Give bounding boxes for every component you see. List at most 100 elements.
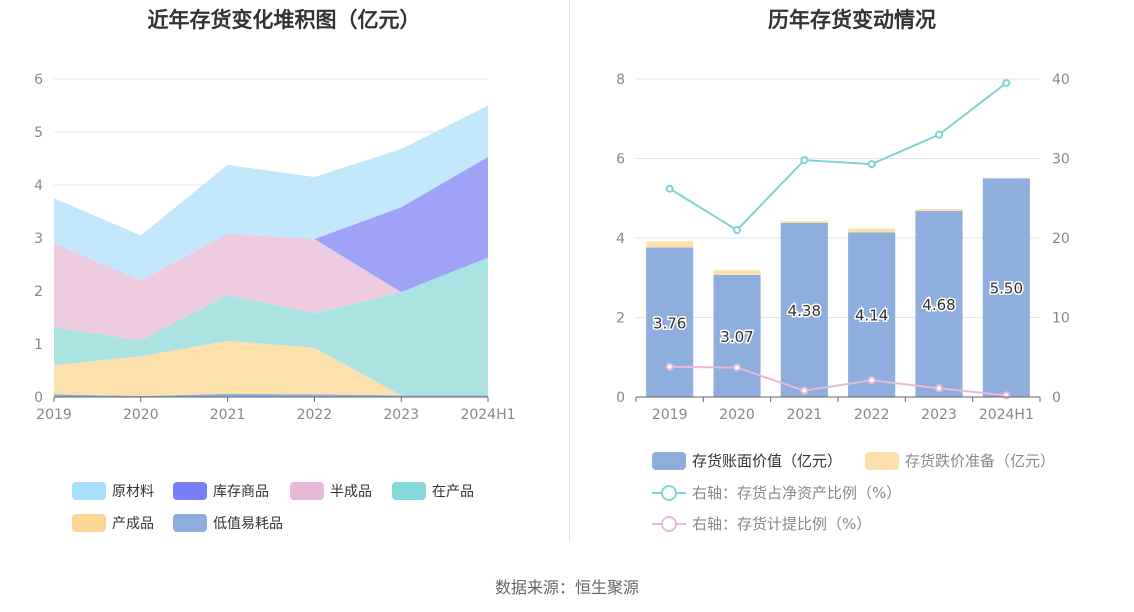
bar xyxy=(915,210,963,397)
y-left-tick-label: 4 xyxy=(616,231,625,247)
y-left-tick-label: 2 xyxy=(616,311,625,327)
legend-item[interactable]: 库存商品 xyxy=(173,481,269,501)
bar-value-label: 3.76 xyxy=(653,314,686,332)
legend-label: 存货账面价值（亿元） xyxy=(692,452,843,470)
y-tick-label: 5 xyxy=(34,125,43,141)
legend-label: 原材料 xyxy=(112,484,154,500)
line-series xyxy=(669,82,1007,232)
y-right-tick-label: 20 xyxy=(1052,231,1070,247)
bar xyxy=(646,247,694,397)
stacked-area-chart-panel: 近年存货变化堆积图（亿元） 0 1 2 3 4 5 6 2019 2020 2021 2022 202… xyxy=(0,0,568,560)
left-chart-title: 近年存货变化堆积图（亿元） xyxy=(147,8,421,32)
line-series xyxy=(669,365,1007,397)
x-tick-label: 2023 xyxy=(921,407,957,423)
bar-value-label: 4.38 xyxy=(788,302,821,320)
bar-value-label: 4.68 xyxy=(922,296,955,314)
legend-swatch xyxy=(173,514,207,532)
x-tick-label: 2024H1 xyxy=(460,407,515,423)
x-tick-label: 2022 xyxy=(854,407,890,423)
legend-label: 存货跌价准备（亿元） xyxy=(905,452,1056,470)
y-left-tick-label: 6 xyxy=(616,152,625,168)
line-point xyxy=(733,363,741,372)
bar xyxy=(780,220,828,223)
legend-label: 右轴：存货计提比例（%） xyxy=(692,515,872,533)
bar xyxy=(848,228,896,233)
legend-item[interactable]: 产成品 xyxy=(72,513,154,533)
legend-item[interactable]: 存货跌价准备（亿元） xyxy=(865,450,1055,471)
y-tick-label: 3 xyxy=(34,231,43,247)
y-right-tick-label: 40 xyxy=(1052,72,1070,88)
legend-swatch xyxy=(652,451,686,470)
bar xyxy=(780,222,828,397)
bar xyxy=(915,208,963,211)
line-point xyxy=(867,160,876,169)
y-tick-label: 4 xyxy=(34,178,43,194)
legend-label: 在产品 xyxy=(432,484,474,500)
bar-line-chart: 0 2 4 6 8 0 10 20 30 40 3.76 3.07 4.38 4.14 4.68 5.50 20… xyxy=(616,72,1070,423)
legend-swatch xyxy=(865,451,899,470)
legend-item[interactable]: 右轴：存货占净资产比例（%） xyxy=(652,482,901,503)
bar-line-chart-panel: 历年存货变动情况 0 2 4 6 8 0 10 20 30 40 3.76 3.07 4.38 4.14 4… xyxy=(570,0,1134,560)
line-point xyxy=(867,376,876,385)
legend-label: 产成品 xyxy=(112,516,154,532)
line-point xyxy=(1002,391,1011,400)
x-tick-label: 2023 xyxy=(383,407,419,423)
x-tick-label: 2020 xyxy=(123,407,159,423)
line-point xyxy=(935,130,943,139)
area-series xyxy=(54,156,488,293)
area-series xyxy=(54,257,488,396)
y-tick-label: 1 xyxy=(34,337,43,353)
legend-item[interactable]: 存货账面价值（亿元） xyxy=(652,450,842,471)
line-point xyxy=(665,362,674,371)
stacked-area-chart: 0 1 2 3 4 5 6 2019 2020 2021 2022 2023 2024H1 xyxy=(34,72,515,423)
x-tick-label: 2020 xyxy=(719,407,755,423)
area-series xyxy=(54,233,488,341)
legend-swatch xyxy=(290,482,324,500)
bar-value-label: 4.14 xyxy=(855,307,888,325)
legend-item[interactable]: 半成品 xyxy=(290,481,372,501)
line-point xyxy=(1002,78,1011,87)
area-series xyxy=(54,105,488,281)
line-point xyxy=(935,384,943,393)
bar xyxy=(713,274,761,397)
y-tick-label: 6 xyxy=(34,72,43,88)
legend-swatch xyxy=(652,515,686,533)
legend-item[interactable]: 右轴：存货计提比例（%） xyxy=(652,513,871,534)
line-point xyxy=(733,226,741,235)
legend-label: 库存商品 xyxy=(213,484,269,500)
line-point xyxy=(800,156,809,165)
area-series xyxy=(54,393,488,397)
legend-swatch xyxy=(72,482,106,500)
y-tick-label: 2 xyxy=(34,284,43,300)
x-tick-label: 2021 xyxy=(787,407,823,423)
right-chart-title: 历年存货变动情况 xyxy=(768,8,936,32)
legend-label: 右轴：存货占净资产比例（%） xyxy=(692,484,902,502)
line-point xyxy=(800,386,809,395)
panel-divider xyxy=(569,0,570,542)
x-tick-label: 2024H1 xyxy=(979,407,1034,423)
y-right-tick-label: 0 xyxy=(1052,390,1061,406)
bar-value-label: 5.50 xyxy=(990,280,1023,298)
x-tick-label: 2019 xyxy=(652,407,688,423)
legend-item[interactable]: 低值易耗品 xyxy=(173,513,283,533)
y-left-tick-label: 0 xyxy=(616,390,625,406)
legend-item[interactable]: 原材料 xyxy=(72,481,154,501)
x-tick-label: 2019 xyxy=(36,407,72,423)
bar xyxy=(982,178,1030,397)
y-tick-label: 0 xyxy=(34,390,43,406)
bar xyxy=(646,241,694,248)
bar xyxy=(713,270,761,275)
y-right-tick-label: 10 xyxy=(1052,311,1070,327)
legend-swatch xyxy=(173,482,207,500)
x-tick-label: 2021 xyxy=(210,407,246,423)
x-tick-label: 2022 xyxy=(297,407,333,423)
legend-label: 低值易耗品 xyxy=(213,516,283,532)
legend-label: 半成品 xyxy=(330,484,372,500)
area-series xyxy=(54,340,488,396)
legend-item[interactable]: 在产品 xyxy=(392,481,474,501)
bar-value-label: 3.07 xyxy=(720,328,753,346)
legend-swatch xyxy=(392,482,426,500)
legend-swatch xyxy=(652,484,686,502)
line-point xyxy=(665,184,674,193)
bar xyxy=(848,232,896,397)
